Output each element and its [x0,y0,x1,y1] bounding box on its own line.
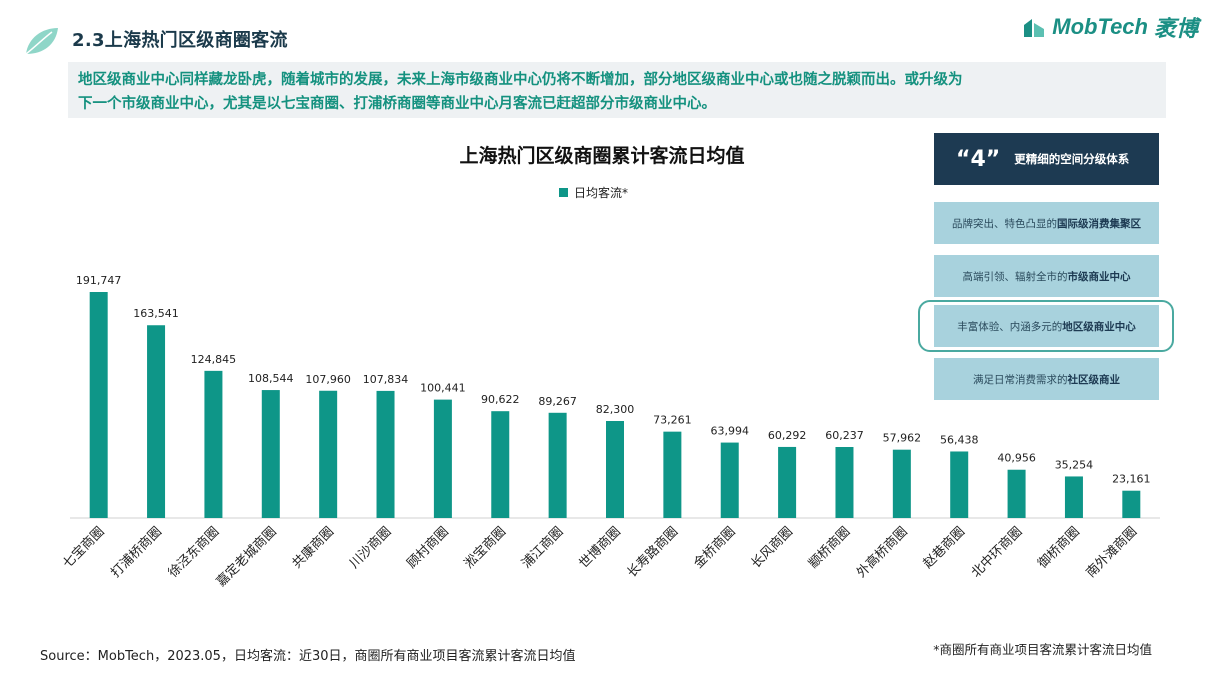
x-tick-label-14: 外高桥商圈 [853,524,910,581]
tier-international-name: 国际级消费集聚区 [1057,217,1141,230]
bar-value-label-15: 56,438 [940,433,979,446]
bar-value-label-17: 35,254 [1055,458,1094,471]
bar-6 [433,399,452,518]
x-tick-label-8: 浦江商圈 [519,524,566,571]
x-tick-label-11: 金桥商圈 [690,524,738,572]
x-tick-label-6: 顾村商圈 [404,524,451,571]
tier-international: 品牌突出、特色凸显的 国际级消费集聚区 [934,202,1159,244]
bar-17 [1064,476,1083,518]
bar-13 [835,447,854,518]
source-note: Source：MobTech，2023.05，日均客流：近30日，商圈所有商业项… [40,649,576,664]
footnote: *商圈所有商业项目客流累计客流日均值 [933,642,1152,657]
bar-0 [89,292,108,518]
legend-swatch [559,188,568,197]
tier-highlight-frame [918,300,1174,352]
bar-value-label-10: 73,261 [653,414,692,427]
tier-panel-header: “4” 更精细的空间分级体系 [934,133,1159,185]
bar-value-label-14: 57,962 [883,432,922,445]
x-tick-label-7: 淞宝商圈 [462,524,509,571]
intro-box: 地区级商业中心同样藏龙卧虎，随着城市的发展，未来上海市级商业中心仍将不断增加，部… [68,62,1166,118]
bar-18 [1122,490,1141,518]
x-tick-label-4: 共康商圈 [289,524,337,572]
logo-cn-text: 袤博 [1153,16,1198,41]
logo-text: MobTech [1052,14,1148,39]
x-tick-label-0: 七宝商圈 [60,524,107,571]
bar-value-label-1: 163,541 [133,307,179,320]
leaf-decoration-icon [25,28,58,55]
x-tick-label-15: 赵巷商圈 [921,524,968,571]
bar-value-label-0: 191,747 [76,274,122,287]
tier-community: 满足日常消费需求的 社区级商业 [934,358,1159,400]
x-tick-label-18: 南外滩商圈 [1083,524,1140,581]
bar-value-label-13: 60,237 [825,429,864,442]
x-tick-label-17: 御桥商圈 [1035,524,1082,571]
mobtech-logo: MobTech 袤博 [1022,10,1198,44]
bar-value-label-4: 107,960 [305,373,351,386]
bar-10 [663,431,682,518]
tier-count: “4” [956,146,1001,172]
bar-3 [261,390,280,518]
bar-value-label-16: 40,956 [997,452,1036,465]
bar-value-label-9: 82,300 [596,403,635,416]
bar-value-label-11: 63,994 [710,425,749,438]
bar-value-label-7: 90,622 [481,393,520,406]
x-tick-label-10: 长寿路商圈 [624,524,681,581]
bar-value-label-8: 89,267 [538,395,577,408]
bar-value-label-12: 60,292 [768,429,807,442]
x-tick-label-2: 徐泾东商圈 [166,524,223,581]
bar-4 [319,390,338,518]
bar-value-label-6: 100,441 [420,382,466,395]
bar-11 [720,442,739,518]
x-tick-label-1: 打浦桥商圈 [108,524,165,581]
bar-14 [892,449,911,518]
x-tick-label-9: 世博商圈 [576,524,623,571]
tier-district-name: 地区级商业中心 [1062,320,1136,333]
section-title: 2.3上海热门区级商圈客流 [72,30,288,51]
x-tick-label-16: 北中环商圈 [969,524,1026,581]
bar-12 [778,446,797,518]
tier-community-name: 社区级商业 [1067,373,1121,386]
chart-title: 上海热门区级商圈累计客流日均值 [459,144,744,167]
tier-city-name: 市级商业中心 [1067,270,1131,283]
bar-value-label-3: 108,544 [248,372,294,385]
x-tick-label-5: 川沙商圈 [347,524,394,571]
legend-label: 日均客流* [574,185,628,200]
bar-15 [950,451,969,518]
bar-value-label-2: 124,845 [191,353,237,366]
tier-community-desc: 满足日常消费需求的 [973,373,1068,386]
x-tick-label-12: 长风商圈 [749,524,796,571]
tier-city: 高端引领、辐射全市的 市级商业中心 [934,255,1159,297]
bar-2 [204,370,223,518]
bar-7 [491,411,510,518]
tier-district: 丰富体验、内涵多元的 地区级商业中心 [934,305,1159,347]
bar-5 [376,390,395,518]
tier-panel: “4” 更精细的空间分级体系 品牌突出、特色凸显的 国际级消费集聚区 高端引领、辐… [918,133,1178,403]
tier-international-desc: 品牌突出、特色凸显的 [952,217,1057,230]
tier-city-desc: 高端引领、辐射全市的 [962,270,1068,283]
mobtech-logo-icon [1024,19,1045,37]
intro-line-2: 下一个市级商业中心，尤其是以七宝商圈、打浦桥商圈等商业中心月客流已赶超部分市级商… [78,96,716,112]
bar-value-label-5: 107,834 [363,373,409,386]
bar-8 [548,412,567,518]
bar-16 [1007,469,1026,518]
bar-1 [147,325,166,518]
bar-9 [606,420,624,518]
bar-value-label-18: 23,161 [1112,473,1151,486]
tier-district-desc: 丰富体验、内涵多元的 [957,320,1063,333]
intro-line-1: 地区级商业中心同样藏龙卧虎，随着城市的发展，未来上海市级商业中心仍将不断增加，部… [78,72,963,88]
tier-header-text: 更精细的空间分级体系 [1014,152,1130,166]
x-tick-label-13: 颛桥商圈 [806,524,853,571]
x-tick-label-3: 嘉定老城商圈 [214,524,280,590]
